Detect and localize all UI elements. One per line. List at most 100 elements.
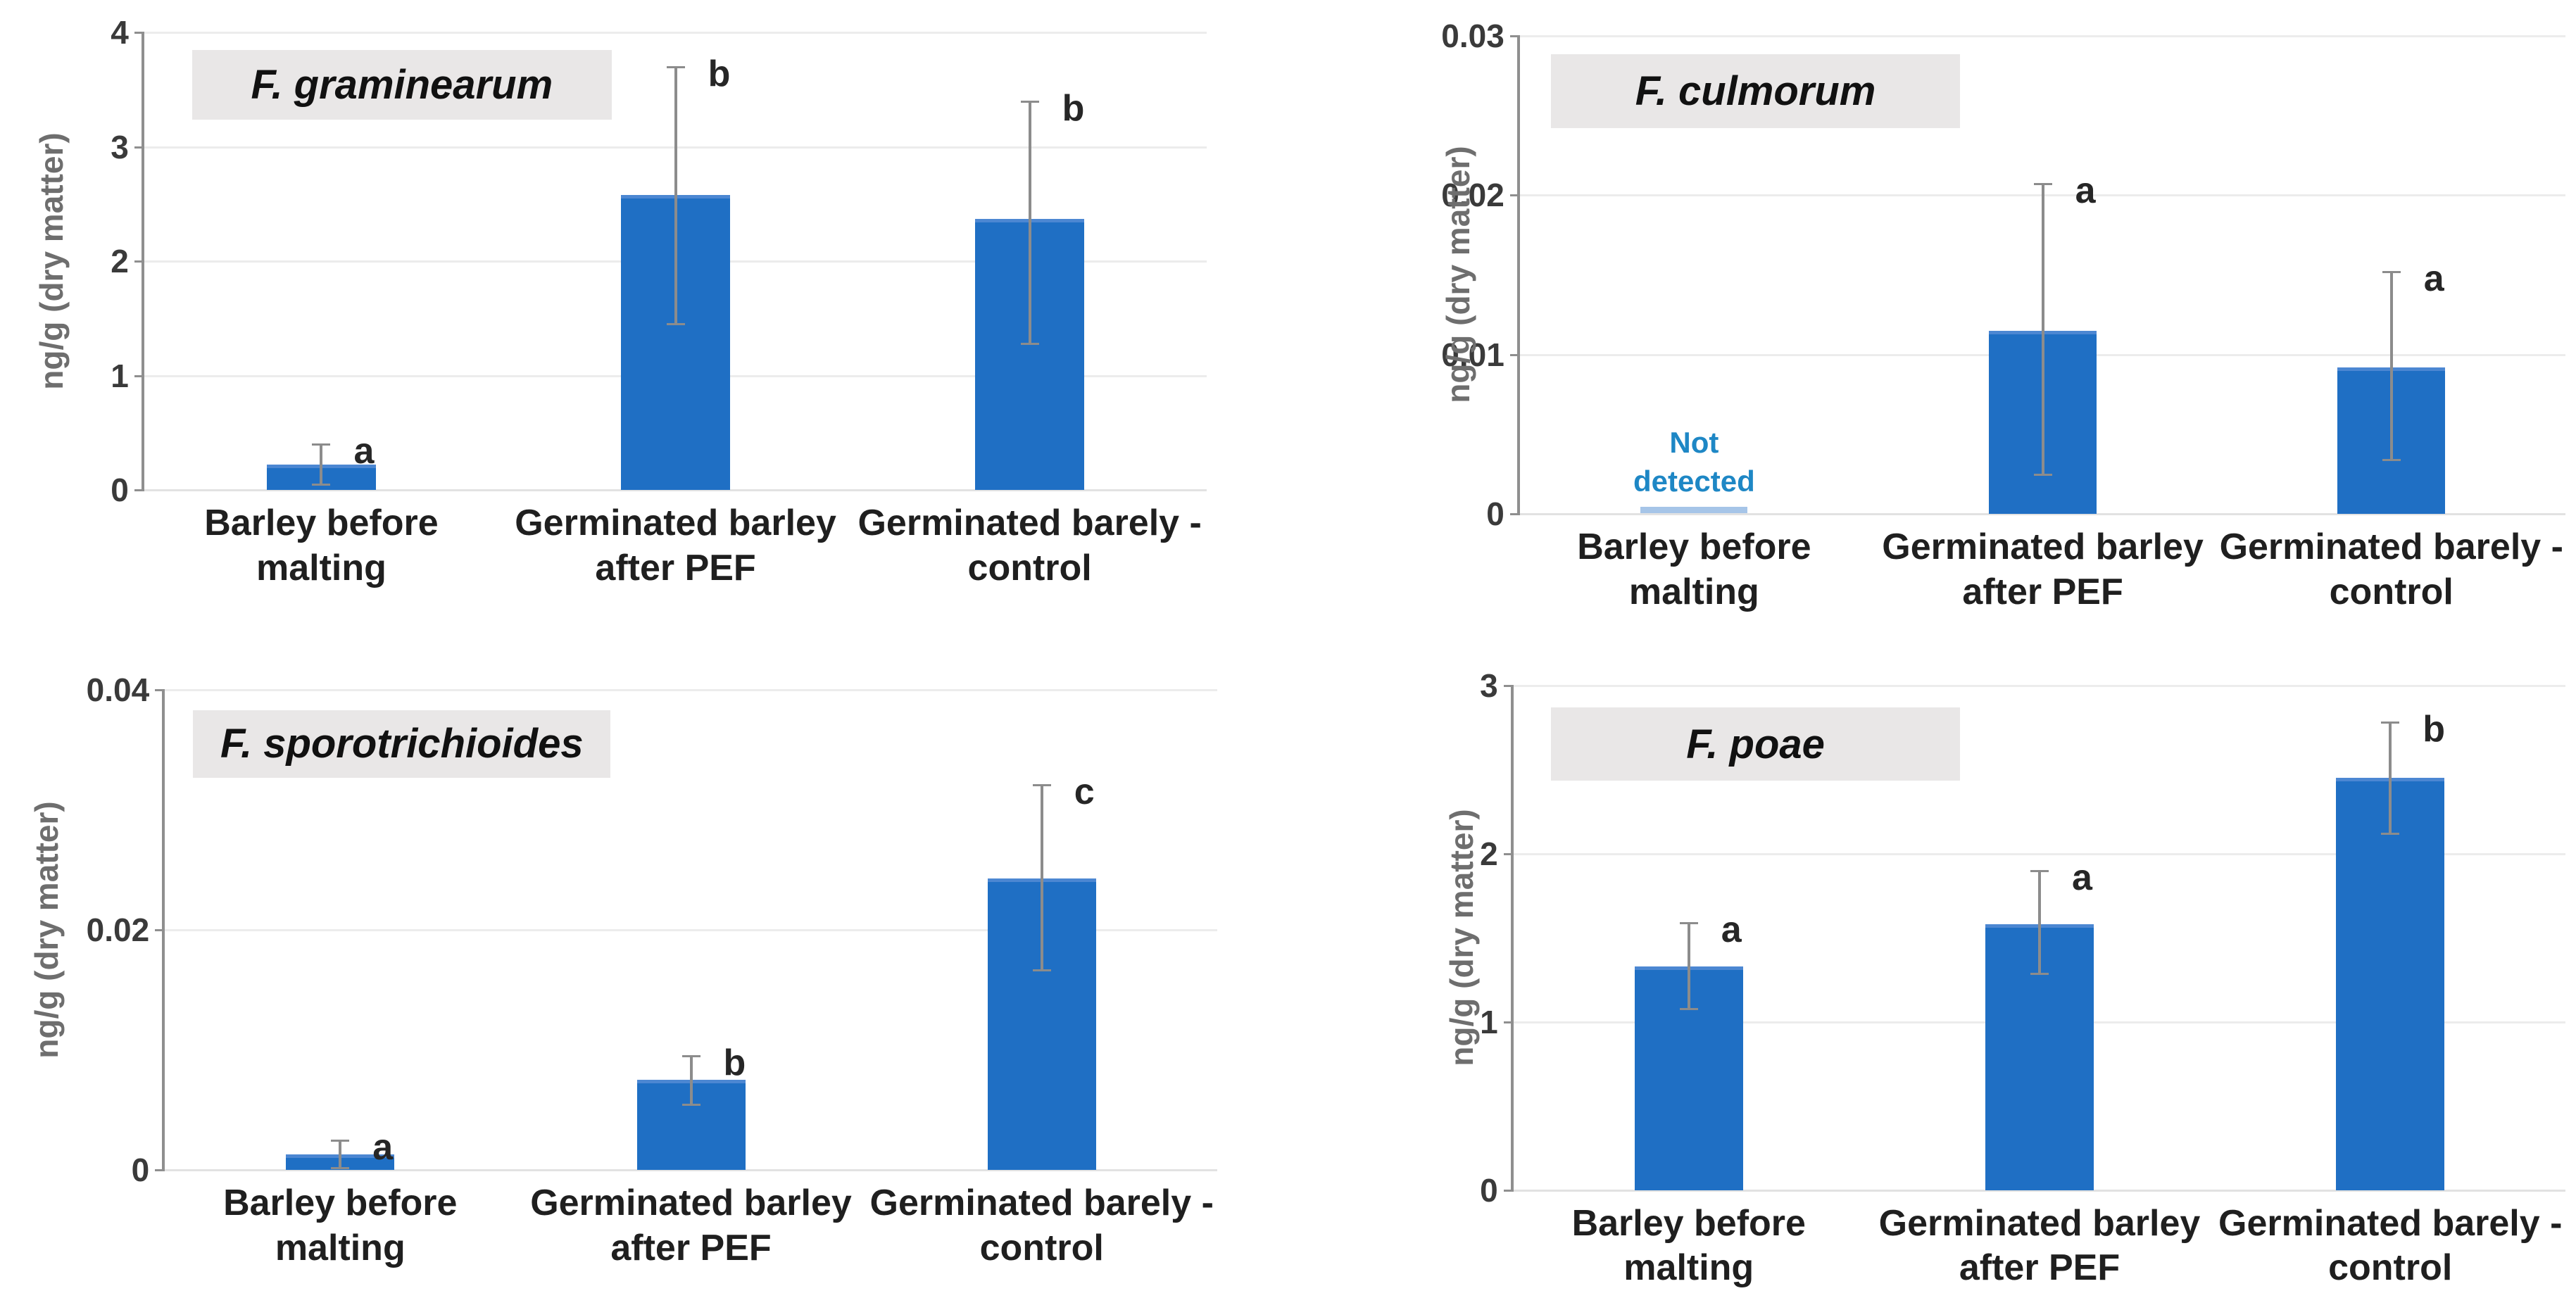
y-tick-label: 4 [111, 14, 129, 51]
error-bar-bottom-cap [666, 323, 685, 326]
x-axis-baseline [1513, 1189, 2566, 1192]
chart-title: F. culmorum [1635, 68, 1876, 115]
y-axis-line [141, 32, 144, 491]
y-tick-label: 0 [1486, 496, 1504, 533]
x-category-label: Germinated barley after PEF [1878, 1202, 2201, 1289]
y-tick-mark [1503, 1021, 1514, 1023]
x-axis-baseline [165, 1169, 1217, 1172]
y-tick-label: 0 [1480, 1171, 1498, 1209]
y-tick-mark [134, 146, 144, 149]
y-tick-label: 3 [1480, 667, 1498, 704]
error-bar [2389, 722, 2392, 834]
data-bar [2336, 778, 2445, 1190]
x-category-label: Germinated barely - control [2219, 527, 2563, 612]
error-bar-top-cap [2381, 722, 2400, 724]
significance-letter: a [2072, 857, 2092, 898]
error-bar-top-cap [331, 1139, 350, 1142]
y-tick-mark [155, 1169, 165, 1172]
error-bar-top-cap [1679, 921, 1698, 924]
error-bar-top-cap [1032, 783, 1051, 786]
y-gridline [1519, 34, 2566, 37]
error-bar-bottom-cap [2381, 833, 2400, 836]
significance-letter: a [1721, 909, 1742, 950]
significance-letter: a [372, 1126, 394, 1168]
chart-title: F. poae [1686, 721, 1825, 767]
y-tick-label: 0.02 [1441, 177, 1504, 214]
error-bar [320, 444, 323, 484]
chart-title-box: F. graminearum [191, 49, 612, 120]
error-bar-bottom-cap [1679, 1007, 1698, 1010]
error-bar [2041, 184, 2044, 474]
error-bar-bottom-cap [1032, 969, 1051, 971]
chart-title-box: F. sporotrichioides [193, 710, 611, 778]
chart-panel-f-graminearum: 0 1 2 3 4 ng/g (dry matter) F. graminearum a Bar… [0, 0, 1288, 649]
y-axis-line [162, 690, 165, 1171]
y-axis-title: ng/g (dry matter) [1443, 809, 1481, 1067]
x-category-label: Barley before malting [204, 503, 439, 588]
y-tick-mark [1509, 513, 1520, 516]
y-tick-mark [134, 489, 144, 492]
chart-title-box: F. culmorum [1550, 54, 1961, 128]
y-tick-label: 2 [111, 243, 129, 280]
x-category-label: Barley before malting [223, 1183, 458, 1268]
error-bar-top-cap [2382, 270, 2401, 273]
error-bar-bottom-cap [2030, 972, 2049, 975]
chart-panel-f-culmorum: 0 0.01 0.02 0.03 ng/g (dry matter) F. culmoru… [1288, 0, 2576, 649]
x-category-label: Barley before malting [1577, 527, 1811, 612]
error-bar [339, 1140, 342, 1168]
y-tick-label: 2 [1480, 835, 1498, 872]
y-tick-mark [155, 689, 165, 692]
y-tick-mark [1509, 194, 1520, 197]
error-bar-bottom-cap [312, 483, 331, 486]
y-axis-title: ng/g (dry matter) [1439, 146, 1476, 404]
error-bar [1687, 922, 1690, 1009]
error-bar [674, 66, 677, 324]
y-tick-label: 0 [131, 1152, 150, 1189]
x-category-label: Germinated barley after PEF [530, 1183, 852, 1268]
y-gridline [165, 929, 1217, 932]
y-tick-mark [1509, 34, 1520, 37]
significance-letter: b [723, 1042, 746, 1084]
significance-letter: a [2423, 258, 2444, 299]
chart-title: F. graminearum [251, 61, 553, 108]
y-axis-line [1510, 685, 1514, 1190]
error-bar-top-cap [666, 65, 685, 68]
error-bar [1040, 784, 1043, 970]
x-category-label: Barley before malting [1571, 1202, 1806, 1289]
significance-letter: a [2075, 170, 2096, 212]
significance-letter: a [353, 431, 375, 472]
error-bar-bottom-cap [2382, 459, 2401, 462]
x-axis-baseline [144, 489, 1207, 492]
error-bar [689, 1056, 693, 1104]
y-gridline [1513, 852, 2566, 855]
y-tick-label: 1 [111, 357, 129, 394]
y-tick-label: 0.03 [1441, 17, 1504, 54]
x-category-label: Germinated barely - control [857, 503, 1202, 588]
error-bar-bottom-cap [2033, 473, 2052, 476]
error-bar-top-cap [2033, 183, 2052, 186]
significance-letter: b [2423, 709, 2445, 750]
chart-title-box: F. poae [1550, 707, 1961, 781]
y-tick-mark [155, 929, 165, 932]
y-tick-label: 0 [111, 472, 129, 509]
x-category-label: Germinated barley after PEF [515, 503, 836, 588]
y-tick-mark [134, 32, 144, 34]
y-gridline [165, 689, 1217, 692]
y-axis-line [1516, 35, 1520, 515]
error-bar [2389, 271, 2393, 460]
y-tick-mark [134, 374, 144, 377]
error-bar [1028, 101, 1031, 344]
chart-title: F. sporotrichioides [220, 721, 584, 767]
significance-letter: c [1074, 771, 1095, 812]
y-axis-title: ng/g (dry matter) [33, 132, 70, 390]
y-tick-mark [1503, 1189, 1514, 1192]
y-gridline [1513, 684, 2566, 687]
error-bar-bottom-cap [331, 1166, 350, 1169]
not-detected-bar [1640, 507, 1748, 514]
error-bar-top-cap [1020, 100, 1039, 103]
significance-letter: b [708, 53, 731, 94]
error-bar-bottom-cap [681, 1103, 700, 1106]
y-tick-mark [1503, 852, 1514, 855]
x-category-label: Germinated barley after PEF [1882, 527, 2204, 612]
